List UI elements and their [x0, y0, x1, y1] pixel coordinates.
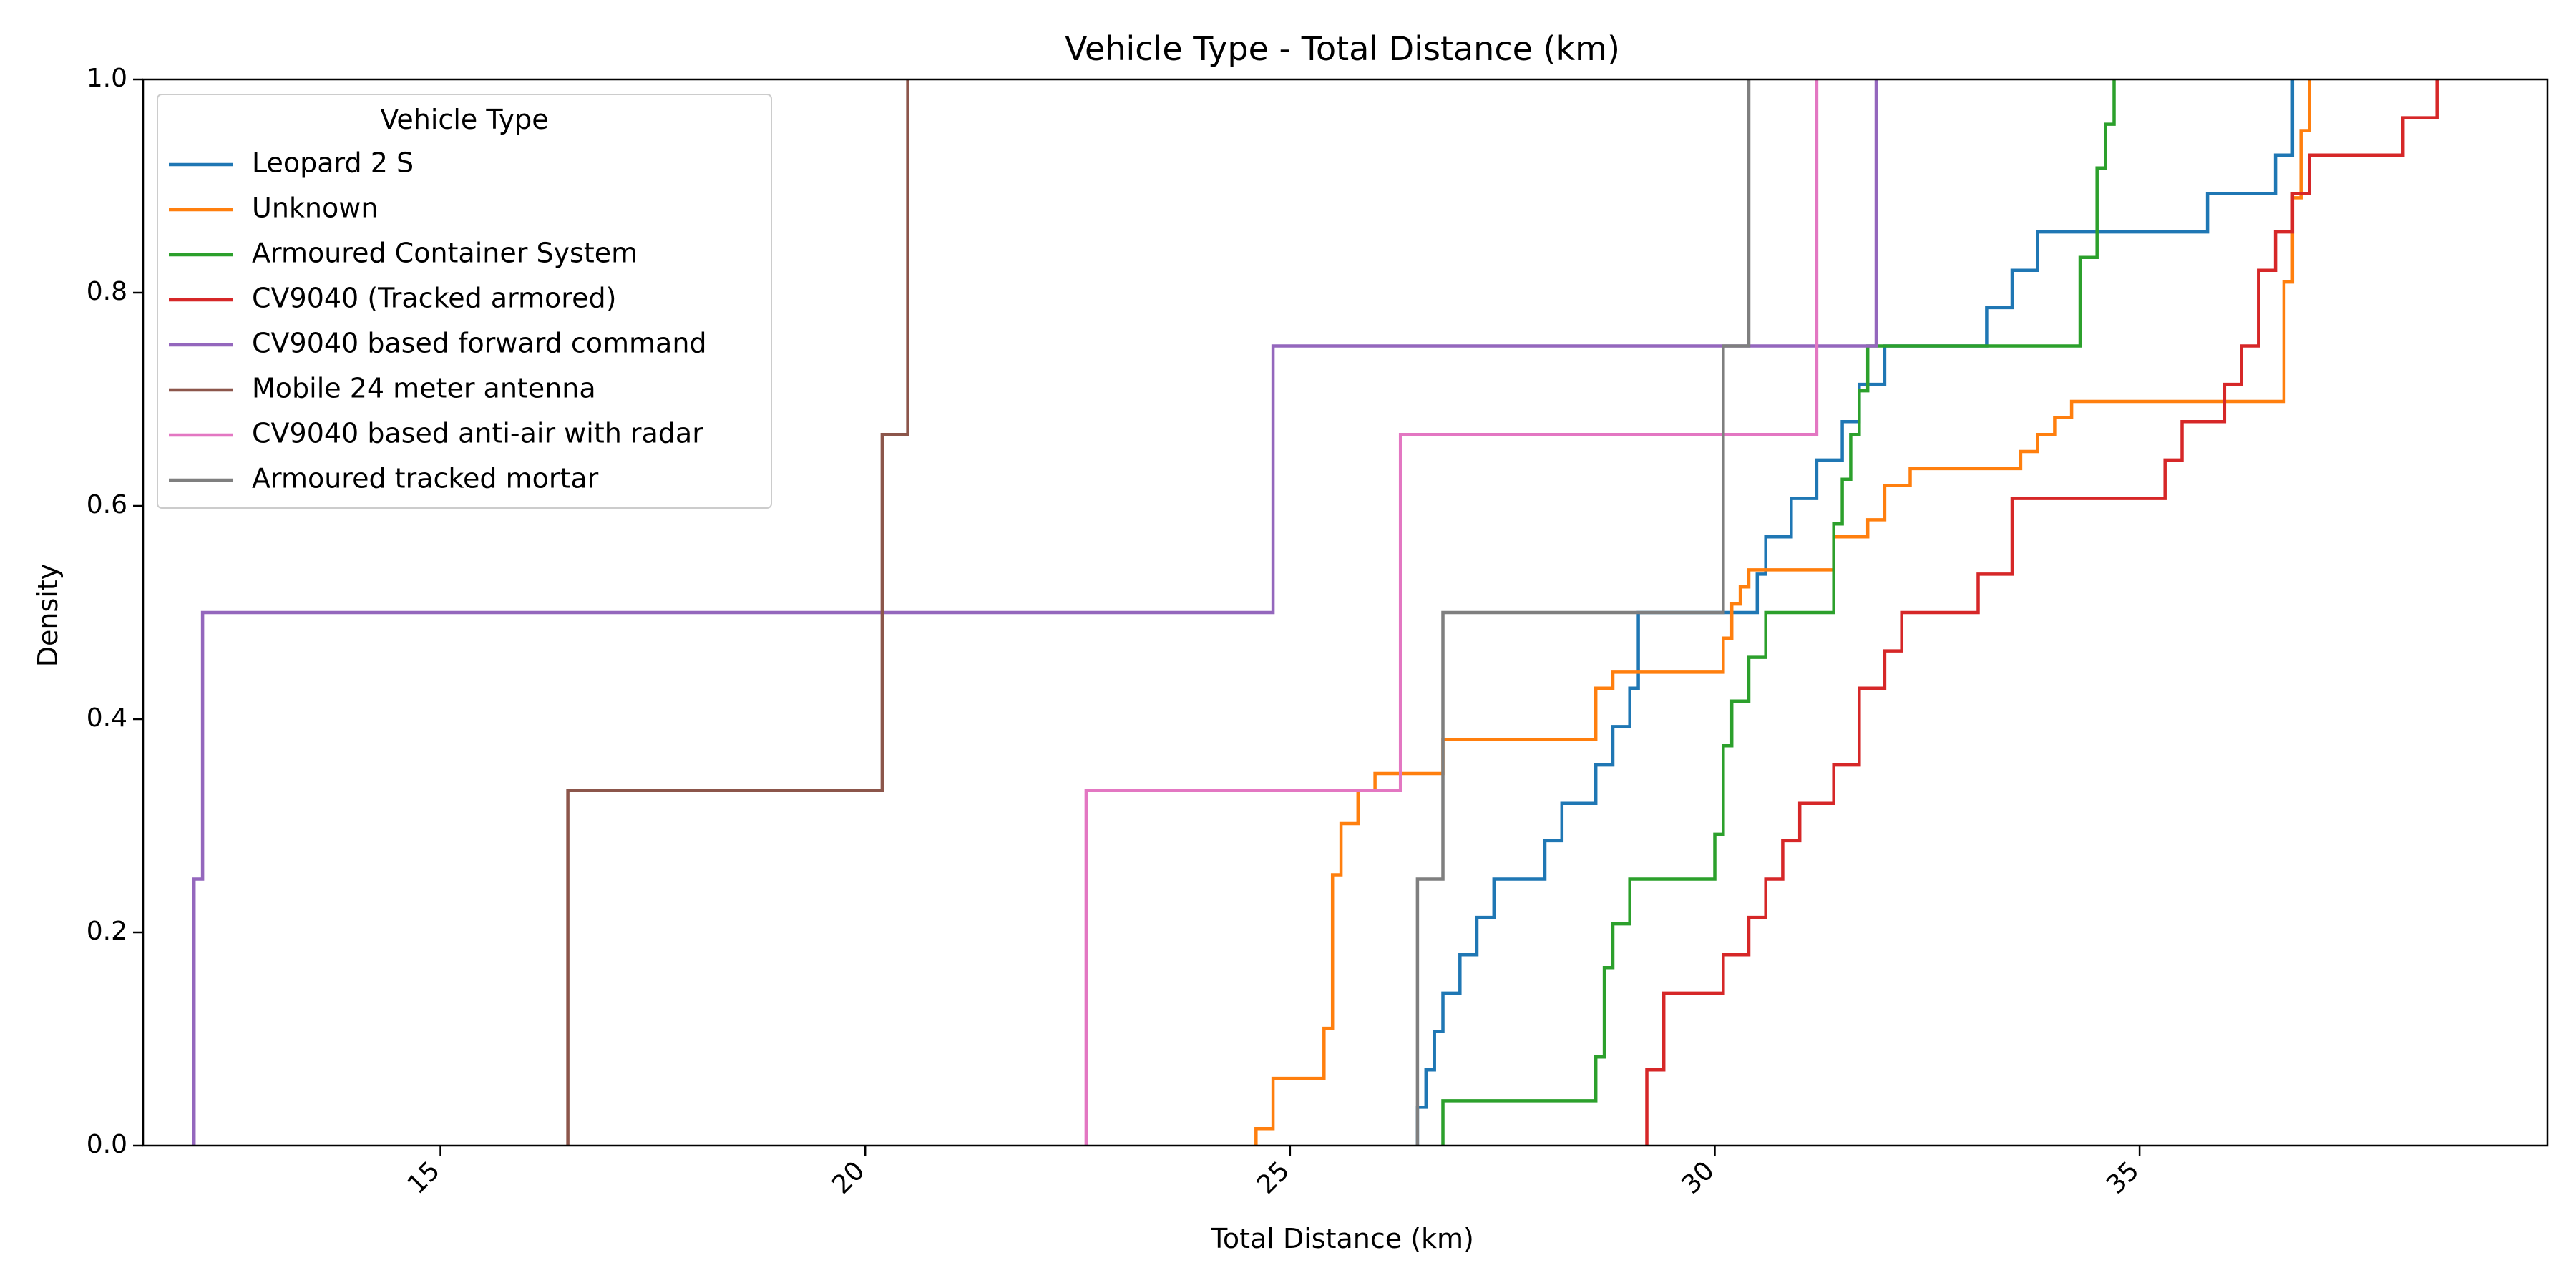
legend-frame	[157, 94, 772, 509]
legend-label: CV9040 (Tracked armored)	[252, 283, 616, 314]
plot-area-frame	[142, 78, 2549, 1147]
series-line-5	[192, 79, 1878, 1146]
series-line-6	[566, 79, 909, 1146]
series-line-8	[1415, 79, 1751, 1146]
series-group	[192, 79, 2439, 1146]
legend-label: Mobile 24 meter antenna	[252, 373, 596, 404]
y-tick-label: 0.0	[87, 1130, 127, 1159]
y-axis-label: Density	[32, 564, 64, 667]
legend-label: Leopard 2 S	[252, 147, 414, 179]
series-line-2	[1254, 79, 2311, 1146]
legend: Vehicle Type Leopard 2 S Unknown Armoured …	[157, 94, 772, 509]
legend-label: Unknown	[252, 192, 378, 224]
series-line-7	[1084, 79, 1819, 1146]
legend-label: Armoured tracked mortar	[252, 463, 599, 494]
series-line-3	[1441, 79, 2116, 1146]
legend-label: CV9040 based anti-air with radar	[252, 418, 703, 449]
y-tick-label: 0.6	[87, 490, 127, 519]
y-tick-label: 0.4	[87, 703, 127, 733]
y-tick-label: 0.8	[87, 277, 127, 306]
chart-title: Vehicle Type - Total Distance (km)	[1065, 29, 1620, 68]
y-tick-label: 0.2	[87, 917, 127, 946]
series-line-4	[1645, 79, 2439, 1146]
y-axis: 0.0 0.2 0.4 0.6 0.8 1.0	[87, 64, 143, 1159]
legend-entries: Leopard 2 S Unknown Armoured Container Sys…	[169, 147, 707, 494]
legend-label: CV9040 based forward command	[252, 328, 707, 359]
legend-title: Vehicle Type	[380, 104, 548, 135]
y-tick-label: 1.0	[87, 64, 127, 93]
legend-label: Armoured Container System	[252, 238, 638, 269]
x-axis-label: Total Distance (km)	[1210, 1223, 1474, 1254]
